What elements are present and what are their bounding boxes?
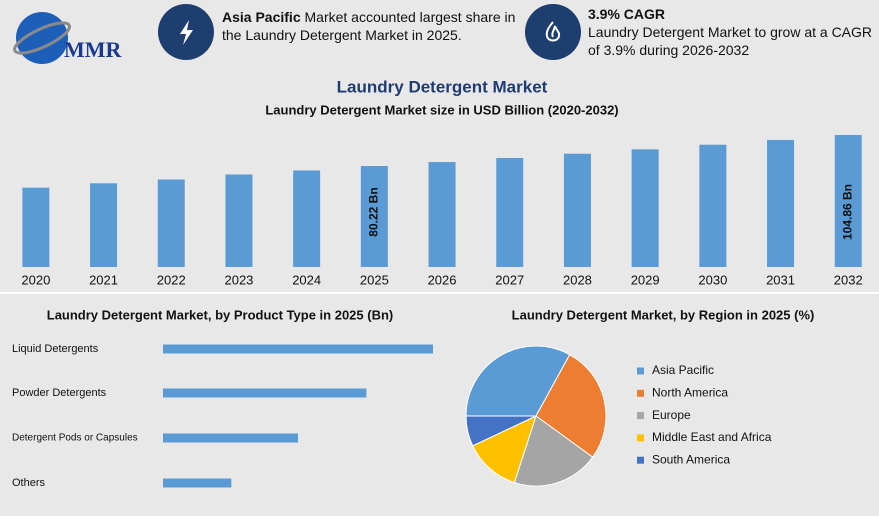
legend-label: Asia Pacific xyxy=(652,363,714,377)
bar xyxy=(225,174,253,267)
icon-bolt xyxy=(180,20,193,45)
bar xyxy=(699,144,727,267)
bar xyxy=(563,153,591,267)
bar xyxy=(428,162,456,267)
y-tick-label: Powder Detergents xyxy=(12,387,107,399)
x-tick-label: 2022 xyxy=(157,272,186,287)
bar xyxy=(163,388,367,398)
legend-swatch xyxy=(637,389,644,397)
info-text: Laundry Detergent Market to grow at a CA… xyxy=(588,24,873,58)
x-tick-label: 2025 xyxy=(360,272,389,287)
x-tick-label: 2024 xyxy=(292,272,321,287)
x-tick-label: 2030 xyxy=(698,272,727,287)
x-tick-label: 2027 xyxy=(495,272,524,287)
main-title: Laundry Detergent Market xyxy=(337,77,548,96)
value-label: 80.22 Bn xyxy=(367,187,381,236)
pie-slice xyxy=(465,345,571,417)
chart-title: Laundry Detergent Market, by Region in 2… xyxy=(512,307,815,322)
pie-slice xyxy=(513,415,594,487)
logo-ring xyxy=(13,21,71,55)
legend-swatch xyxy=(637,456,644,464)
icon-flame xyxy=(545,21,561,42)
bar xyxy=(163,478,232,488)
y-tick-label: Detergent Pods or Capsules xyxy=(12,433,138,444)
bar xyxy=(90,183,118,267)
x-tick-label: 2032 xyxy=(834,272,863,287)
bar xyxy=(293,170,321,267)
y-tick-label: Others xyxy=(12,477,46,489)
bar xyxy=(157,179,185,267)
bar xyxy=(631,149,659,267)
legend-swatch xyxy=(637,412,644,420)
x-tick-label: 2028 xyxy=(563,272,592,287)
x-tick-label: 2023 xyxy=(224,272,253,287)
logo-text: MMR xyxy=(64,37,123,62)
chart-title: Laundry Detergent Market size in USD Bil… xyxy=(265,102,618,117)
bar xyxy=(767,139,795,267)
info-box: 3.9% CAGR Laundry Detergent Market to gro… xyxy=(588,5,876,59)
bar xyxy=(496,157,524,267)
info-text: Market accounted largest share in the La… xyxy=(222,9,516,43)
info-box: Asia Pacific Market accounted largest sh… xyxy=(222,8,517,44)
bar xyxy=(360,166,388,267)
pie-slice xyxy=(465,415,537,447)
pie-slice xyxy=(471,415,537,484)
bar xyxy=(163,344,433,354)
legend-swatch xyxy=(637,434,644,442)
bar xyxy=(834,135,862,267)
x-tick-label: 2029 xyxy=(631,272,660,287)
pie-slice xyxy=(535,353,607,458)
legend-label: Middle East and Africa xyxy=(652,430,772,444)
x-tick-label: 2031 xyxy=(766,272,795,287)
chart-title: Laundry Detergent Market, by Product Typ… xyxy=(47,307,394,322)
bar xyxy=(163,433,298,443)
highlight: Asia Pacific xyxy=(222,9,301,25)
y-tick-label: Liquid Detergents xyxy=(12,343,99,355)
x-tick-label: 2021 xyxy=(89,272,118,287)
legend-swatch xyxy=(637,367,644,375)
bar xyxy=(22,187,50,267)
info-title: 3.9% CAGR xyxy=(588,6,666,22)
legend-label: Europe xyxy=(652,408,691,422)
legend-label: North America xyxy=(652,385,728,399)
value-label: 104.86 Bn xyxy=(840,184,854,240)
x-tick-label: 2020 xyxy=(21,272,50,287)
legend-label: South America xyxy=(652,452,730,466)
x-tick-label: 2026 xyxy=(428,272,457,287)
